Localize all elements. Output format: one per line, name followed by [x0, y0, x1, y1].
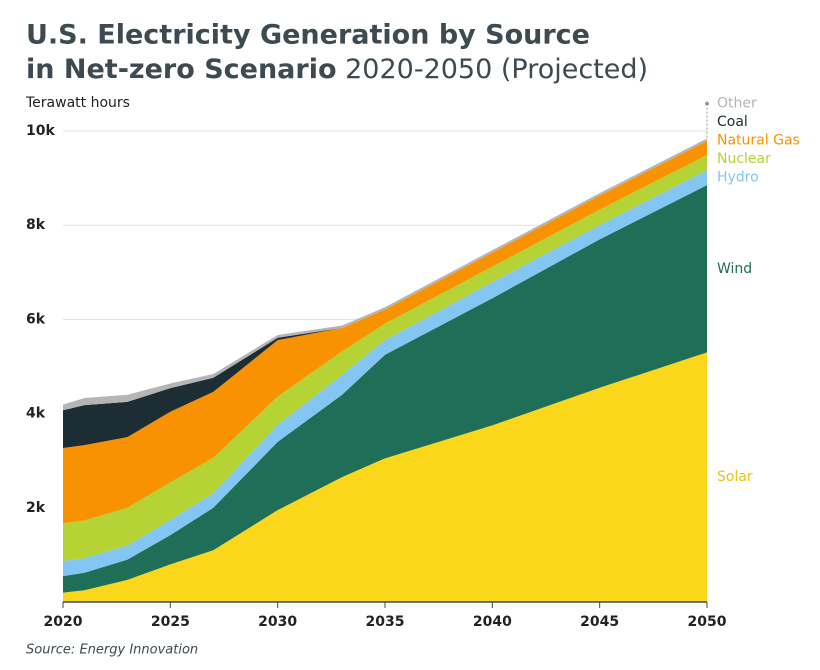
- source: Source: Energy Innovation: [26, 643, 198, 658]
- x-tick-label: 2025: [151, 614, 190, 630]
- chart-title: in Net-zero Scenario 2020-2050 (Projecte…: [26, 54, 648, 85]
- y-tick-label: 10k: [26, 123, 55, 139]
- x-tick-label: 2050: [688, 614, 727, 630]
- x-tick-label: 2030: [258, 614, 297, 630]
- leader-dot: [705, 102, 709, 106]
- x-tick-label: 2045: [580, 614, 619, 630]
- chart-subtitle: 2020-2050 (Projected): [345, 54, 648, 85]
- legend-label: Nuclear: [717, 151, 771, 167]
- legend-label: Solar: [717, 469, 753, 485]
- y-tick-label: 4k: [26, 406, 46, 422]
- y-tick-label: 6k: [26, 311, 46, 327]
- legend-label: Hydro: [717, 170, 759, 186]
- chart-title-line: in Net-zero Scenario: [26, 54, 337, 85]
- legend-label: Natural Gas: [717, 133, 800, 149]
- chart-title-line: U.S. Electricity Generation by Source: [26, 20, 590, 51]
- legend-label: Coal: [717, 114, 748, 130]
- x-tick-label: 2040: [473, 614, 512, 630]
- legend-label: Wind: [717, 261, 752, 277]
- y-axis-label: Terawatt hours: [25, 95, 130, 111]
- y-tick-label: 8k: [26, 217, 46, 233]
- y-tick-label: 2k: [26, 500, 46, 516]
- x-tick-label: 2035: [366, 614, 405, 630]
- legend-label: Other: [717, 96, 757, 112]
- x-tick-label: 2020: [44, 614, 83, 630]
